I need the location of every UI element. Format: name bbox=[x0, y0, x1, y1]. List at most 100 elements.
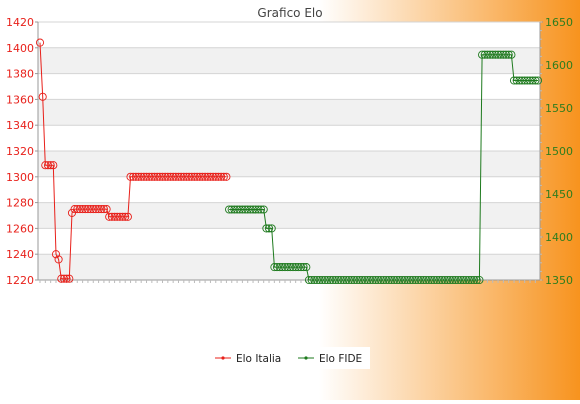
data-point-fide bbox=[248, 205, 258, 214]
data-point-italia bbox=[222, 172, 231, 181]
data-point-italia bbox=[46, 161, 55, 170]
data-point-italia bbox=[139, 172, 148, 181]
data-point-fide bbox=[475, 275, 484, 285]
y-left-tick-label: 1360 bbox=[6, 93, 34, 106]
data-point-italia bbox=[190, 172, 199, 181]
data-point-italia bbox=[153, 172, 162, 181]
data-point-italia bbox=[206, 172, 215, 181]
data-point-fide bbox=[408, 275, 417, 285]
y-left-tick-label: 1420 bbox=[6, 16, 34, 29]
data-point-fide bbox=[368, 275, 377, 285]
data-point-fide bbox=[270, 263, 279, 272]
data-point-fide bbox=[323, 275, 332, 285]
data-point-fide bbox=[230, 205, 239, 214]
y-left-tick-label: 1340 bbox=[6, 119, 34, 132]
data-point-italia bbox=[198, 172, 207, 181]
data-point-italia bbox=[195, 172, 204, 181]
data-point-italia bbox=[102, 205, 111, 214]
data-point-italia bbox=[203, 172, 212, 181]
legend-label-fide: Elo FIDE bbox=[319, 353, 362, 365]
y-left-tick-label: 1320 bbox=[6, 145, 34, 158]
data-point-fide bbox=[318, 275, 327, 285]
grid-band bbox=[38, 202, 540, 229]
data-point-fide bbox=[251, 205, 260, 214]
data-point-italia bbox=[35, 38, 45, 47]
data-point-fide bbox=[390, 275, 399, 285]
data-point-italia bbox=[155, 172, 164, 181]
data-point-italia bbox=[94, 205, 103, 214]
data-point-fide bbox=[320, 275, 330, 285]
data-point-fide bbox=[478, 50, 487, 59]
data-point-fide bbox=[254, 205, 263, 214]
data-point-italia bbox=[163, 172, 172, 181]
data-point-fide bbox=[517, 76, 527, 85]
data-point-italia bbox=[169, 172, 178, 181]
data-point-fide bbox=[264, 224, 274, 233]
data-point-fide bbox=[448, 275, 457, 285]
data-point-fide bbox=[312, 275, 322, 285]
legend-box bbox=[210, 347, 370, 369]
data-point-fide bbox=[286, 263, 295, 272]
data-point-fide bbox=[528, 76, 537, 85]
data-point-italia bbox=[73, 205, 82, 214]
data-point-italia bbox=[174, 172, 183, 181]
y-right-tick-label: 1350 bbox=[545, 274, 573, 287]
data-point-fide bbox=[483, 50, 492, 59]
data-point-fide bbox=[504, 50, 513, 59]
data-point-fide bbox=[470, 275, 479, 285]
data-point-fide bbox=[299, 263, 308, 272]
data-point-fide bbox=[280, 263, 290, 272]
data-point-italia bbox=[185, 172, 194, 181]
data-point-fide bbox=[350, 275, 359, 285]
data-point-italia bbox=[187, 172, 196, 181]
data-point-italia bbox=[75, 205, 84, 214]
data-point-italia bbox=[113, 212, 122, 221]
data-point-italia bbox=[126, 172, 135, 181]
data-point-fide bbox=[376, 275, 385, 285]
data-point-fide bbox=[456, 275, 465, 285]
data-point-fide bbox=[400, 275, 409, 285]
data-point-fide bbox=[432, 275, 441, 285]
data-point-fide bbox=[374, 275, 383, 285]
data-point-fide bbox=[395, 275, 404, 285]
data-point-fide bbox=[288, 263, 298, 272]
data-point-italia bbox=[86, 205, 95, 214]
data-point-fide bbox=[419, 275, 428, 285]
data-point-fide bbox=[501, 50, 511, 59]
data-point-fide bbox=[451, 275, 460, 285]
data-point-italia bbox=[161, 172, 170, 181]
data-point-italia bbox=[214, 172, 223, 181]
data-point-fide bbox=[454, 275, 463, 285]
data-point-fide bbox=[278, 263, 287, 272]
data-point-fide bbox=[435, 275, 444, 285]
data-point-fide bbox=[296, 263, 306, 272]
data-point-fide bbox=[227, 205, 236, 214]
data-point-fide bbox=[355, 275, 364, 285]
data-point-fide bbox=[480, 50, 489, 59]
data-point-fide bbox=[382, 275, 391, 285]
data-point-fide bbox=[406, 275, 415, 285]
data-point-italia bbox=[78, 205, 87, 214]
data-point-fide bbox=[446, 275, 455, 285]
data-point-italia bbox=[193, 172, 202, 181]
legend-marker-fide bbox=[304, 356, 308, 360]
data-point-fide bbox=[363, 275, 372, 285]
grid-band bbox=[38, 99, 540, 126]
data-point-fide bbox=[488, 50, 497, 59]
data-point-fide bbox=[347, 275, 356, 285]
data-point-fide bbox=[342, 275, 351, 285]
data-point-fide bbox=[259, 205, 268, 214]
y-right-tick-label: 1500 bbox=[545, 145, 573, 158]
data-point-fide bbox=[243, 205, 252, 214]
y-right-tick-label: 1550 bbox=[545, 102, 573, 115]
data-point-fide bbox=[472, 275, 481, 285]
data-point-fide bbox=[416, 275, 425, 285]
data-point-italia bbox=[166, 172, 175, 181]
data-point-italia bbox=[105, 212, 114, 221]
data-point-fide bbox=[494, 50, 503, 59]
data-point-fide bbox=[379, 275, 388, 285]
data-point-italia bbox=[115, 212, 124, 221]
data-point-fide bbox=[440, 275, 449, 285]
data-point-fide bbox=[294, 263, 303, 272]
legend: Elo Italia Elo FIDE bbox=[210, 347, 370, 369]
